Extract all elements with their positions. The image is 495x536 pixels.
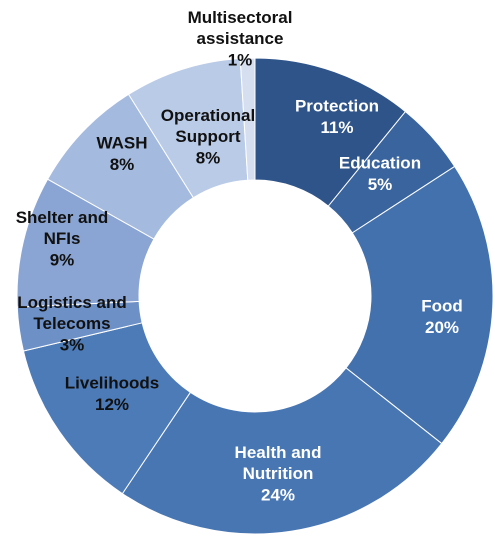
slice-label: WASH <box>97 134 148 153</box>
slice-label: Education <box>339 154 421 173</box>
label-line: assistance <box>197 29 284 48</box>
slice-label: Health and Nutrition <box>235 443 322 483</box>
label-line: NFIs <box>44 229 81 248</box>
label-line: Health and <box>235 443 322 462</box>
label-line: Livelihoods <box>65 374 159 393</box>
label-line: Food <box>421 297 463 316</box>
slice-label: Multisectoral assistance <box>188 8 293 48</box>
value-label: 24% <box>261 485 295 504</box>
value-label: 1% <box>228 50 253 69</box>
value-label: 9% <box>50 250 75 269</box>
label-line: WASH <box>97 134 148 153</box>
donut-slice <box>121 367 443 535</box>
label-line: Support <box>175 127 240 146</box>
label-line: Telecoms <box>33 314 110 333</box>
label-line: Protection <box>295 97 379 116</box>
slice-label: Food <box>421 297 463 316</box>
value-label: 12% <box>95 395 129 414</box>
slice-label: Logistics and Telecoms <box>17 293 127 333</box>
label-line: Operational <box>161 106 255 125</box>
label-line: Logistics and <box>17 293 127 312</box>
slice-label: Protection <box>295 97 379 116</box>
value-label: 8% <box>110 155 135 174</box>
label-line: Multisectoral <box>188 8 293 27</box>
label-line: Education <box>339 154 421 173</box>
value-label: 11% <box>320 118 353 137</box>
label-line: Shelter and <box>16 208 109 227</box>
slice-label: Operational Support <box>161 106 255 146</box>
value-label: 3% <box>60 335 85 354</box>
donut-slice <box>345 165 494 445</box>
value-label: 20% <box>425 318 459 337</box>
donut-slice <box>239 57 256 181</box>
label-line: Nutrition <box>243 464 314 483</box>
value-label: 5% <box>368 175 393 194</box>
slice-label: Livelihoods <box>65 374 159 393</box>
value-label: 8% <box>196 148 221 167</box>
slice-label: Shelter and NFIs <box>16 208 109 248</box>
